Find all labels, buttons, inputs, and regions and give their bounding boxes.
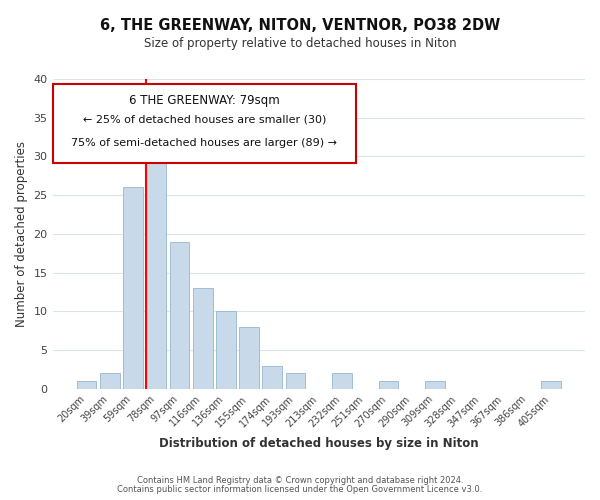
Bar <box>100 374 119 389</box>
Bar <box>216 312 236 389</box>
Text: Contains public sector information licensed under the Open Government Licence v3: Contains public sector information licen… <box>118 485 482 494</box>
X-axis label: Distribution of detached houses by size in Niton: Distribution of detached houses by size … <box>159 437 479 450</box>
Bar <box>541 381 561 389</box>
FancyBboxPatch shape <box>53 84 356 162</box>
Text: 6 THE GREENWAY: 79sqm: 6 THE GREENWAY: 79sqm <box>129 94 280 108</box>
Bar <box>146 156 166 389</box>
Bar <box>425 381 445 389</box>
Text: 6, THE GREENWAY, NITON, VENTNOR, PO38 2DW: 6, THE GREENWAY, NITON, VENTNOR, PO38 2D… <box>100 18 500 32</box>
Text: ← 25% of detached houses are smaller (30): ← 25% of detached houses are smaller (30… <box>83 114 326 124</box>
Bar <box>193 288 212 389</box>
Bar <box>123 188 143 389</box>
Text: 75% of semi-detached houses are larger (89) →: 75% of semi-detached houses are larger (… <box>71 138 337 148</box>
Text: Contains HM Land Registry data © Crown copyright and database right 2024.: Contains HM Land Registry data © Crown c… <box>137 476 463 485</box>
Y-axis label: Number of detached properties: Number of detached properties <box>15 141 28 327</box>
Bar <box>239 327 259 389</box>
Text: Size of property relative to detached houses in Niton: Size of property relative to detached ho… <box>143 38 457 51</box>
Bar <box>170 242 190 389</box>
Bar <box>379 381 398 389</box>
Bar <box>286 374 305 389</box>
Bar <box>262 366 282 389</box>
Bar <box>332 374 352 389</box>
Bar <box>77 381 97 389</box>
